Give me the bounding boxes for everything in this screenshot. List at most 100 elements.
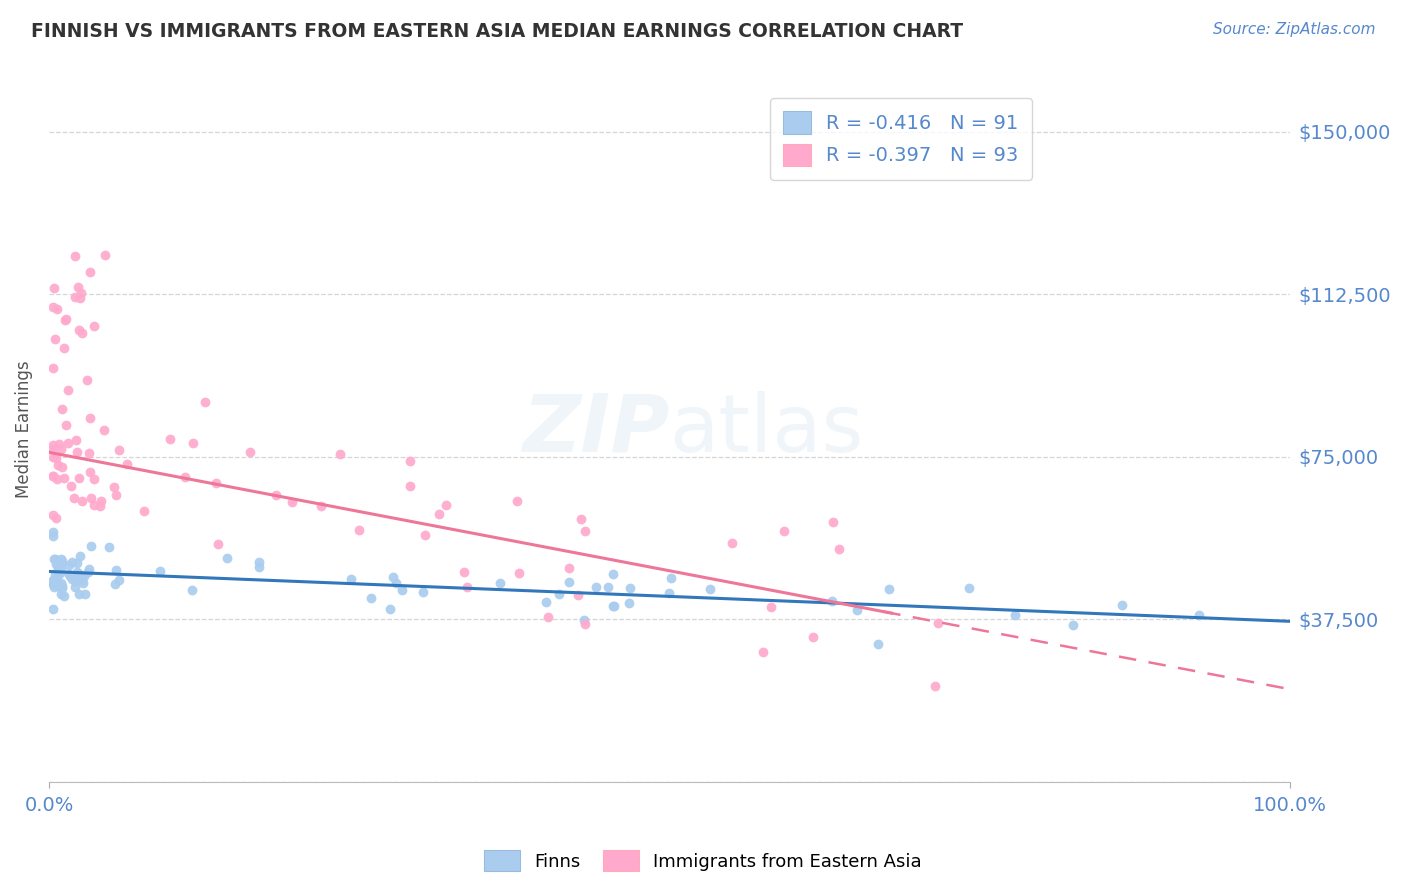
Point <box>70 286 93 301</box>
Point <box>773 524 796 538</box>
Point <box>51 554 73 568</box>
Point <box>49 552 72 566</box>
Point <box>239 445 262 459</box>
Point <box>45 511 67 525</box>
Point <box>181 436 204 450</box>
Point <box>399 478 422 492</box>
Point <box>41 529 63 543</box>
Point <box>569 512 592 526</box>
Point <box>67 470 90 484</box>
Point <box>41 576 63 591</box>
Point <box>412 584 434 599</box>
Point <box>93 423 115 437</box>
Point <box>381 570 404 584</box>
Point <box>79 465 101 479</box>
Point <box>506 494 529 508</box>
Point <box>53 341 76 355</box>
Point <box>215 551 238 566</box>
Point <box>204 476 226 491</box>
Point <box>58 566 80 581</box>
Point <box>1004 608 1026 623</box>
Point <box>48 566 70 580</box>
Point <box>42 468 65 483</box>
Point <box>42 551 65 566</box>
Point <box>173 470 195 484</box>
Point <box>547 587 569 601</box>
Point <box>73 569 96 583</box>
Text: ZIP: ZIP <box>522 391 669 468</box>
Point <box>42 577 65 591</box>
Point <box>280 495 302 509</box>
Point <box>558 575 581 590</box>
Point <box>247 555 270 569</box>
Point <box>48 559 70 574</box>
Point <box>558 561 581 575</box>
Point <box>83 498 105 512</box>
Point <box>398 454 420 468</box>
Point <box>89 499 111 513</box>
Point <box>385 576 408 591</box>
Point <box>46 561 69 575</box>
Point <box>80 539 103 553</box>
Point <box>41 508 63 523</box>
Point <box>56 383 79 397</box>
Point <box>58 436 80 450</box>
Point <box>619 582 641 596</box>
Point <box>46 579 69 593</box>
Point <box>67 571 90 585</box>
Point <box>45 301 67 316</box>
Point <box>759 600 782 615</box>
Legend: Finns, Immigrants from Eastern Asia: Finns, Immigrants from Eastern Asia <box>477 843 929 879</box>
Point <box>42 574 65 588</box>
Point <box>55 417 77 432</box>
Point <box>44 332 66 346</box>
Point <box>329 447 352 461</box>
Point <box>574 524 596 538</box>
Point <box>1111 598 1133 612</box>
Point <box>67 280 90 294</box>
Point <box>456 580 478 594</box>
Point <box>49 562 72 576</box>
Point <box>65 566 87 580</box>
Point <box>94 248 117 262</box>
Point <box>752 645 775 659</box>
Point <box>658 586 681 600</box>
Point <box>378 602 401 616</box>
Point <box>69 549 91 563</box>
Point <box>42 450 65 465</box>
Point <box>46 571 69 585</box>
Point <box>821 594 844 608</box>
Point <box>44 551 66 566</box>
Point <box>846 603 869 617</box>
Point <box>53 313 76 327</box>
Point <box>574 617 596 632</box>
Point <box>434 498 457 512</box>
Point <box>49 442 72 457</box>
Point <box>46 558 69 572</box>
Point <box>103 480 125 494</box>
Point <box>62 491 84 506</box>
Point <box>59 569 82 583</box>
Point <box>77 562 100 576</box>
Point <box>598 580 620 594</box>
Point <box>51 579 73 593</box>
Point <box>51 587 73 601</box>
Point <box>868 637 890 651</box>
Point <box>70 493 93 508</box>
Text: atlas: atlas <box>669 391 863 468</box>
Point <box>194 395 217 409</box>
Point <box>46 458 69 472</box>
Point <box>70 573 93 587</box>
Point <box>828 541 851 556</box>
Point <box>41 360 63 375</box>
Point <box>80 491 103 506</box>
Point <box>927 616 949 631</box>
Point <box>45 451 67 466</box>
Point <box>41 438 63 452</box>
Y-axis label: Median Earnings: Median Earnings <box>15 360 32 499</box>
Point <box>51 556 73 570</box>
Point <box>72 568 94 582</box>
Point <box>104 488 127 502</box>
Point <box>508 566 530 581</box>
Point <box>107 573 129 587</box>
